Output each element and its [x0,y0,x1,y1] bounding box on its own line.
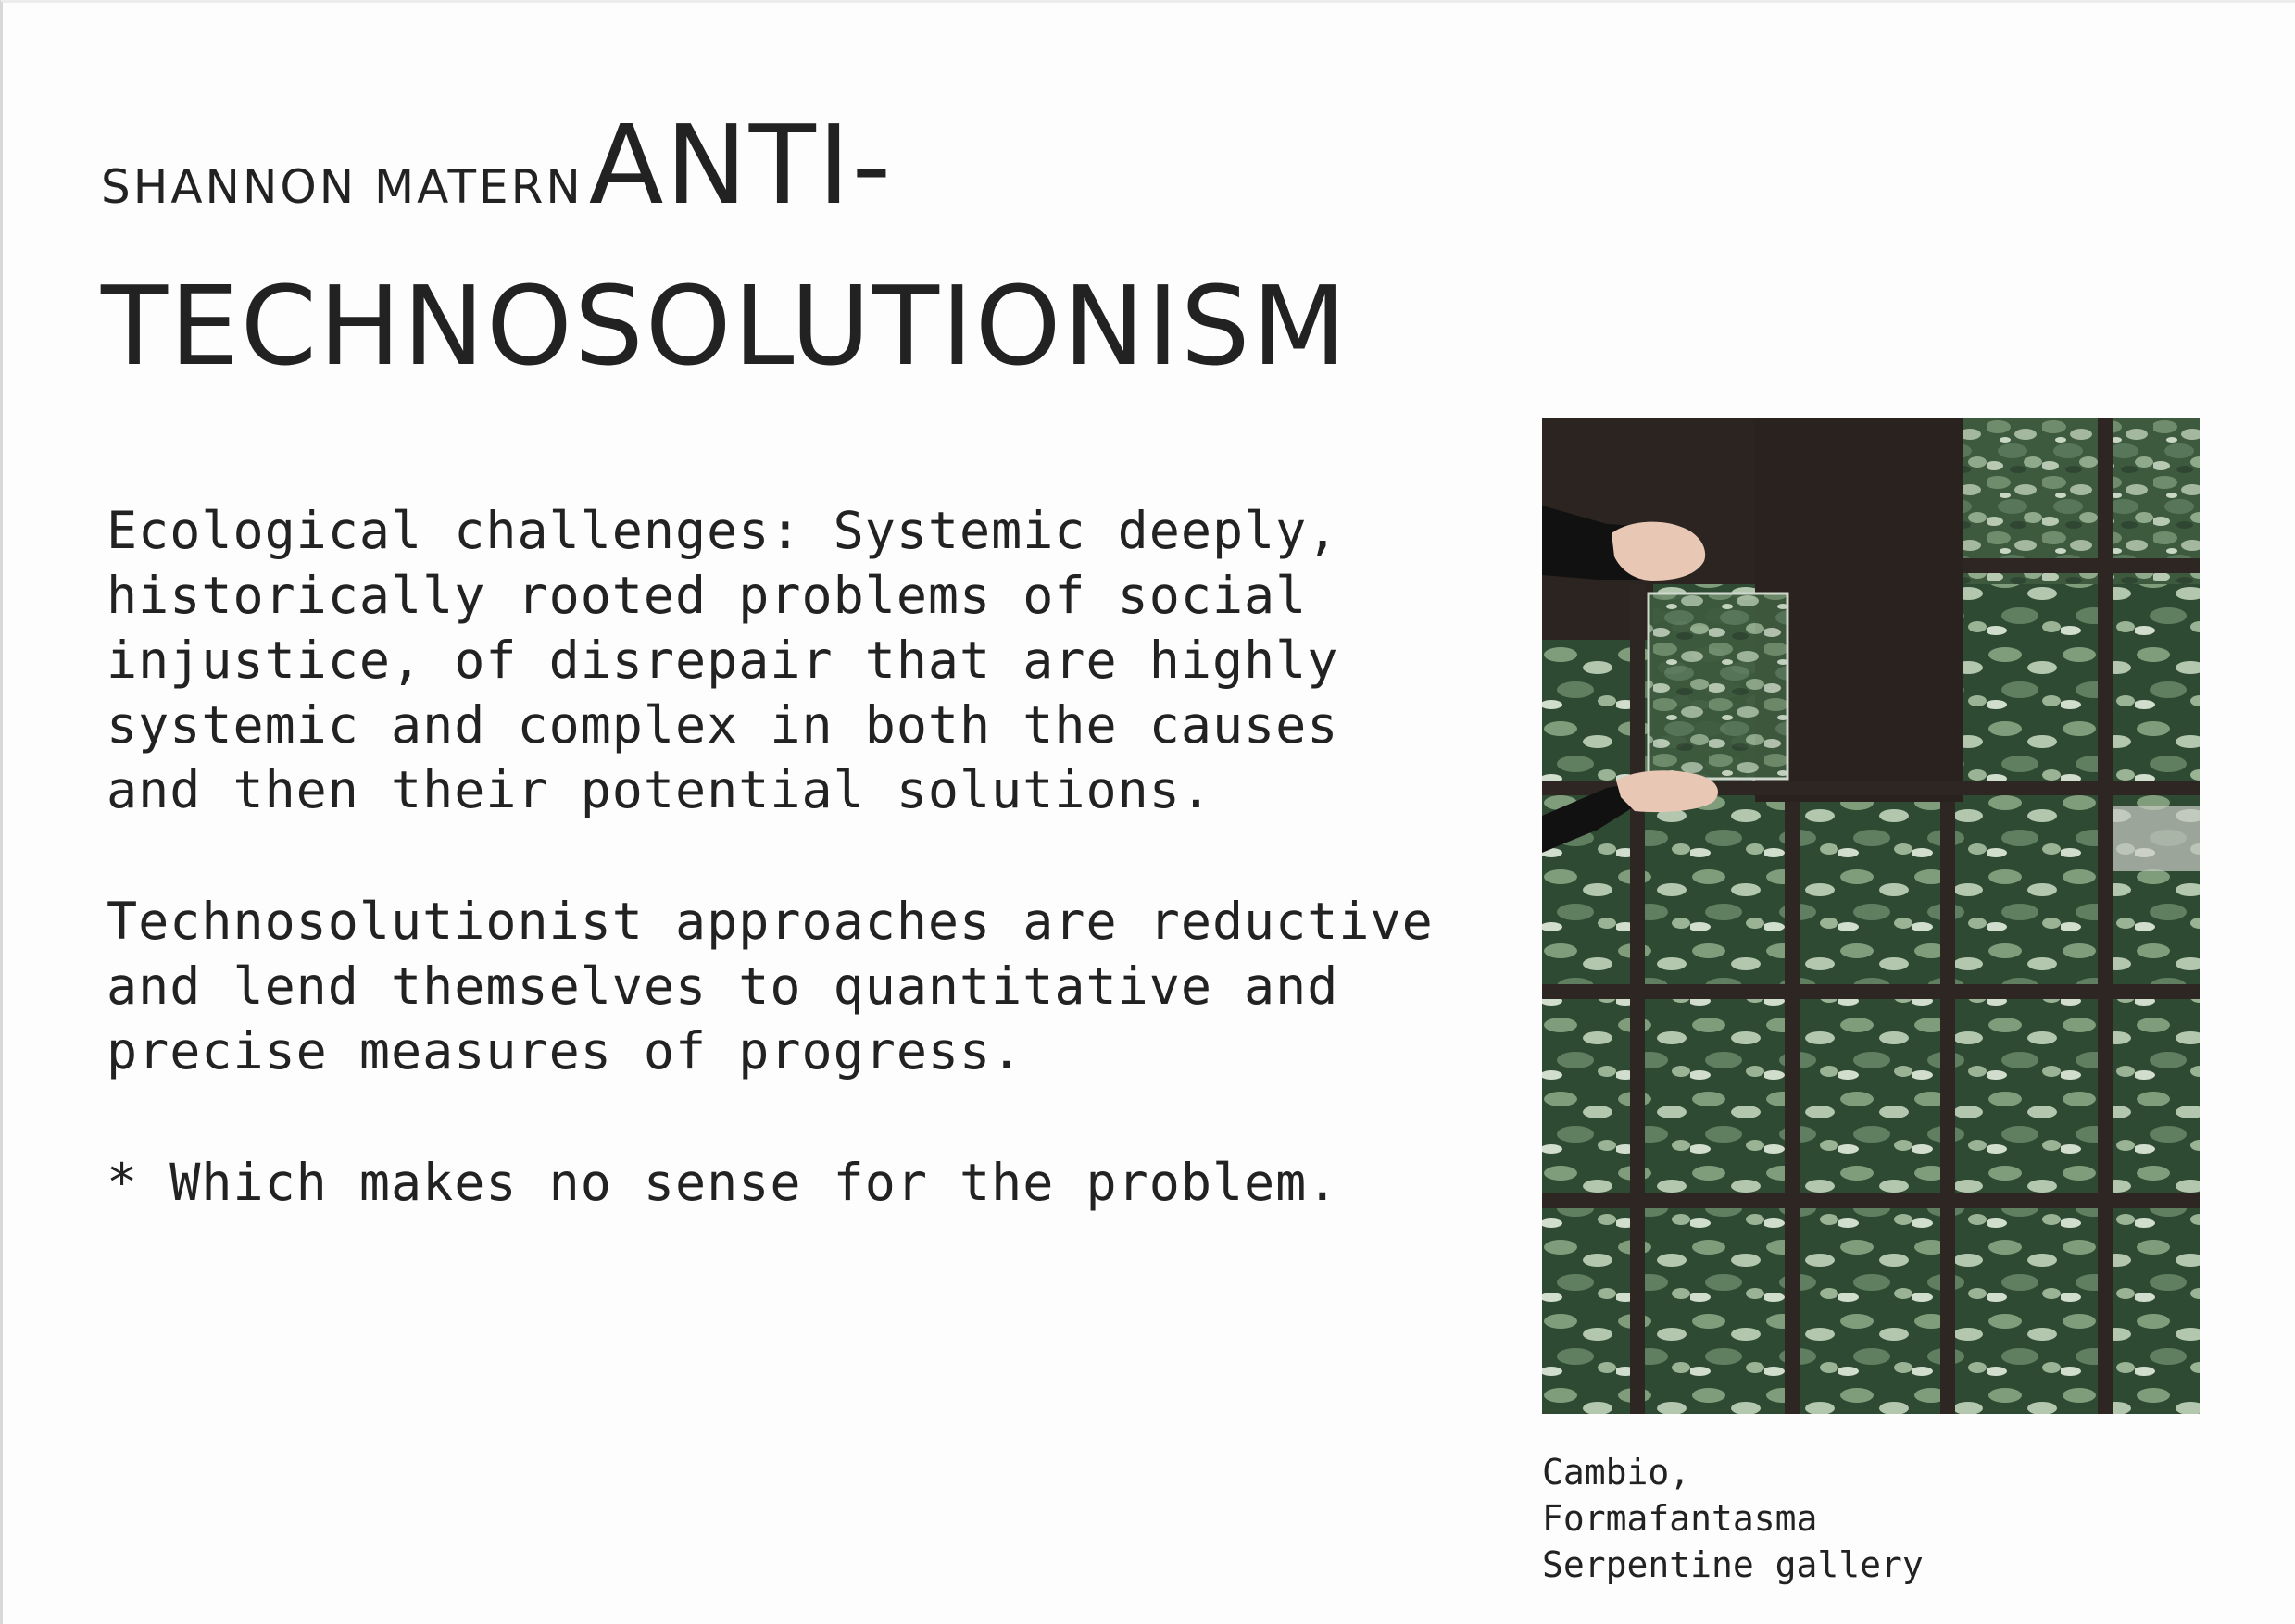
body-text: Ecological challenges: Systemic deeply, … [107,498,1449,1281]
paragraph-footnote: * Which makes no sense for the problem. [107,1153,1339,1212]
image-caption: Cambio, Formafantasma Serpentine gallery [1542,1449,2098,1588]
artwork-image [1542,418,2200,1414]
title-line-1: SHANNON MATERNANTI- [101,95,1583,256]
title-block: SHANNON MATERNANTI- TECHNOSOLUTIONISM [101,95,1583,395]
artwork-illustration [1542,418,2200,1414]
caption-line-1: Cambio, [1542,1452,1691,1493]
title-part-1: ANTI- [588,101,894,229]
paragraph-ecological-challenges: Ecological challenges: Systemic deeply, … [107,501,1339,819]
caption-line-2: Formafantasma [1542,1498,1818,1539]
author-name: SHANNON MATERN [101,160,583,214]
paragraph-technosolutionist-approaches: Technosolutionist approaches are reducti… [107,892,1434,1081]
caption-line-3: Serpentine gallery [1542,1544,1924,1585]
title-part-2: TECHNOSOLUTIONISM [101,262,1348,390]
